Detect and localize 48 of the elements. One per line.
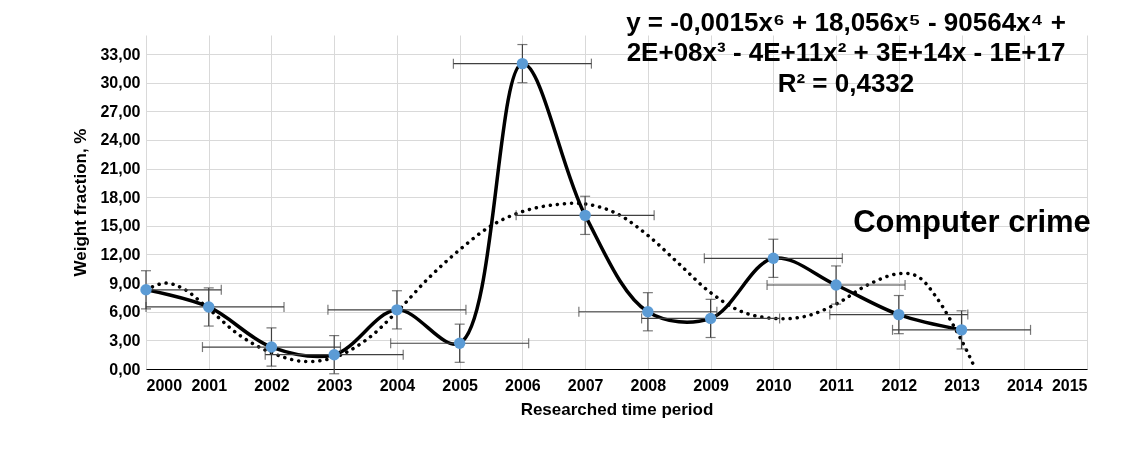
y-tick-label: 18,00 <box>100 188 141 206</box>
x-tick-label: 2005 <box>442 376 479 394</box>
x-axis-title: Researched time period <box>520 399 714 419</box>
point <box>955 324 968 336</box>
y-tick-label: 27,00 <box>100 102 141 120</box>
y-tick-label: 33,00 <box>100 45 141 63</box>
y-tick-label: 15,00 <box>100 217 141 235</box>
x-tick-label: 2011 <box>819 376 855 394</box>
annotation: y = -0,0015x⁶ + 18,056x⁵ - 90564x⁴ + <box>626 7 1066 37</box>
x-tick-label: 2003 <box>316 376 353 394</box>
point <box>265 341 278 353</box>
x-tick-label: 2015 <box>1051 376 1088 394</box>
annotation: 2E+08x³ - 4E+11x² + 3E+14x - 1E+17 <box>626 37 1066 67</box>
y-tick-label: 9,00 <box>109 274 141 292</box>
x-tick-label: 2014 <box>1006 376 1043 394</box>
x-tick-label: 2009 <box>693 376 729 394</box>
point <box>391 304 403 316</box>
point <box>516 57 529 70</box>
x-tick-label: 2007 <box>567 376 604 394</box>
y-tick-label: 30,00 <box>100 74 141 92</box>
y-axis-title: Weight fraction, % <box>71 128 91 277</box>
y-tick-label: 0,00 <box>109 360 141 378</box>
point <box>642 306 654 318</box>
point <box>704 312 717 325</box>
y-tick-label: 12,00 <box>100 245 141 263</box>
y-tick-label: 24,00 <box>100 131 141 149</box>
y-tick-label: 6,00 <box>109 303 141 321</box>
annotation: Computer crime <box>853 204 1091 239</box>
x-tick-label: 2013 <box>944 376 980 394</box>
y-tick-label: 21,00 <box>100 160 141 178</box>
x-tick-label: 2000 <box>146 376 183 394</box>
point <box>893 308 905 321</box>
point <box>140 284 152 296</box>
x-tick-label: 2004 <box>379 376 416 394</box>
point <box>830 279 842 291</box>
point <box>579 209 591 222</box>
x-tick-label: 2001 <box>191 376 228 394</box>
x-tick-label: 2006 <box>505 376 541 394</box>
x-tick-label: 2012 <box>881 376 918 394</box>
x-tick-label: 2002 <box>254 376 290 394</box>
x-tick-label: 2010 <box>756 376 792 394</box>
point <box>328 349 340 361</box>
point <box>453 337 466 349</box>
y-tick-label: 3,00 <box>109 331 141 349</box>
point <box>203 301 215 313</box>
annotation: R² = 0,4332 <box>777 68 915 98</box>
point <box>767 252 780 264</box>
x-tick-label: 2008 <box>630 376 667 394</box>
